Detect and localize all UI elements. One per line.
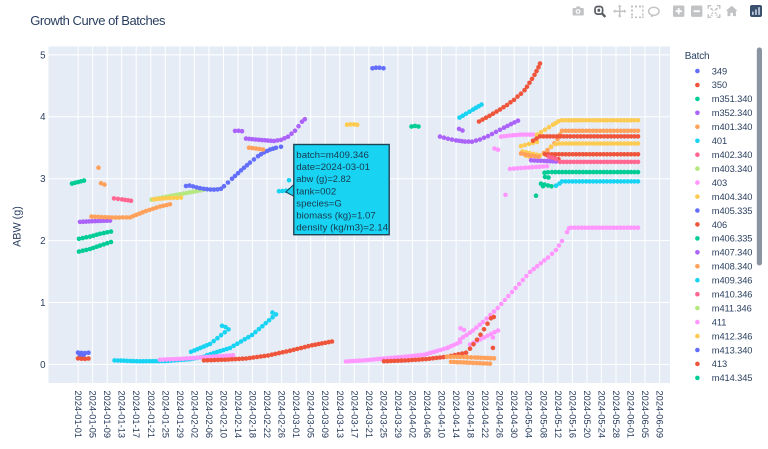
svg-text:ABW (g): ABW (g) [12,206,24,247]
svg-text:m401.340: m401.340 [712,122,753,132]
svg-text:413: 413 [712,359,727,369]
svg-text:m412.346: m412.346 [712,331,753,341]
svg-text:species=G: species=G [296,198,342,208]
svg-text:2024-02-18: 2024-02-18 [248,391,258,439]
svg-text:406: 406 [712,220,727,230]
svg-text:m351.340: m351.340 [712,94,753,104]
svg-text:2024-01-29: 2024-01-29 [175,391,185,439]
svg-text:m409.346: m409.346 [712,276,753,286]
svg-text:abw (g)=2.82: abw (g)=2.82 [296,174,351,184]
svg-text:2024-06-09: 2024-06-09 [655,391,665,439]
svg-text:403: 403 [712,178,727,188]
svg-text:4: 4 [40,112,46,123]
svg-text:m352.340: m352.340 [712,108,753,118]
svg-text:2024-03-09: 2024-03-09 [320,391,330,439]
svg-text:2024-01-09: 2024-01-09 [102,391,112,439]
svg-text:date=2024-03-01: date=2024-03-01 [296,162,370,172]
svg-text:2024-05-28: 2024-05-28 [611,391,621,439]
svg-text:2024-04-10: 2024-04-10 [437,391,447,439]
svg-text:2024-04-30: 2024-04-30 [509,391,519,439]
svg-text:2024-04-14: 2024-04-14 [451,391,461,439]
svg-text:2024-04-18: 2024-04-18 [466,391,476,439]
svg-text:m407.340: m407.340 [712,248,753,258]
svg-text:2024-05-04: 2024-05-04 [524,391,534,439]
svg-text:0: 0 [40,360,46,371]
svg-text:m411.346: m411.346 [712,303,752,313]
svg-text:401: 401 [712,136,727,146]
svg-text:3: 3 [40,174,45,185]
svg-text:2024-03-21: 2024-03-21 [364,391,374,439]
svg-text:biomass (kg)=1.07: biomass (kg)=1.07 [296,211,375,221]
svg-text:5: 5 [40,50,45,61]
svg-text:tank=002: tank=002 [296,186,336,196]
svg-text:2024-03-29: 2024-03-29 [393,391,403,439]
svg-text:2024-02-02: 2024-02-02 [189,391,199,439]
svg-text:2024-05-16: 2024-05-16 [567,391,577,439]
svg-text:2024-02-10: 2024-02-10 [219,391,229,439]
svg-text:2024-05-08: 2024-05-08 [538,391,548,439]
svg-text:2024-02-14: 2024-02-14 [233,391,243,439]
svg-text:m402.340: m402.340 [712,150,753,160]
svg-text:2024-01-13: 2024-01-13 [117,391,127,439]
svg-text:2024-04-22: 2024-04-22 [480,391,490,439]
svg-text:2024-01-01: 2024-01-01 [73,391,83,439]
svg-text:2024-04-26: 2024-04-26 [495,391,505,439]
svg-text:2024-02-26: 2024-02-26 [277,391,287,439]
svg-text:m413.340: m413.340 [712,345,753,355]
svg-text:2024-06-05: 2024-06-05 [640,391,650,439]
svg-text:Batch: Batch [685,51,710,62]
svg-text:2024-01-25: 2024-01-25 [160,391,170,439]
svg-text:2024-05-20: 2024-05-20 [582,391,592,439]
svg-text:m403.340: m403.340 [712,164,753,174]
svg-text:m406.335: m406.335 [712,234,753,244]
svg-text:m408.340: m408.340 [712,262,753,272]
svg-text:2024-04-02: 2024-04-02 [408,391,418,439]
svg-text:2024-03-25: 2024-03-25 [378,391,388,439]
svg-text:Growth Curve of Batches: Growth Curve of Batches [30,13,166,28]
svg-text:2024-05-12: 2024-05-12 [553,391,563,439]
svg-text:m414.345: m414.345 [712,373,753,383]
svg-text:batch=m409.346: batch=m409.346 [296,150,369,160]
svg-text:m410.346: m410.346 [712,290,753,300]
svg-text:2024-02-22: 2024-02-22 [262,391,272,439]
svg-text:350: 350 [712,80,727,90]
svg-text:density (kg/m3)=2.14: density (kg/m3)=2.14 [296,223,388,233]
svg-text:2024-01-21: 2024-01-21 [146,391,156,439]
svg-text:1: 1 [40,298,45,309]
svg-text:349: 349 [712,66,727,76]
svg-text:m405.335: m405.335 [712,206,753,216]
svg-text:2: 2 [40,236,45,247]
svg-text:2024-03-01: 2024-03-01 [291,391,301,439]
svg-text:411: 411 [712,317,727,327]
svg-text:2024-05-24: 2024-05-24 [596,391,606,439]
svg-text:2024-03-13: 2024-03-13 [335,391,345,439]
svg-text:2024-02-06: 2024-02-06 [204,391,214,439]
svg-text:2024-04-06: 2024-04-06 [422,391,432,439]
svg-text:m404.340: m404.340 [712,192,753,202]
svg-text:2024-06-01: 2024-06-01 [626,391,636,439]
svg-text:2024-01-05: 2024-01-05 [88,391,98,439]
svg-text:2024-01-17: 2024-01-17 [131,391,141,439]
svg-text:2024-03-05: 2024-03-05 [306,391,316,439]
svg-text:2024-03-17: 2024-03-17 [349,391,359,439]
